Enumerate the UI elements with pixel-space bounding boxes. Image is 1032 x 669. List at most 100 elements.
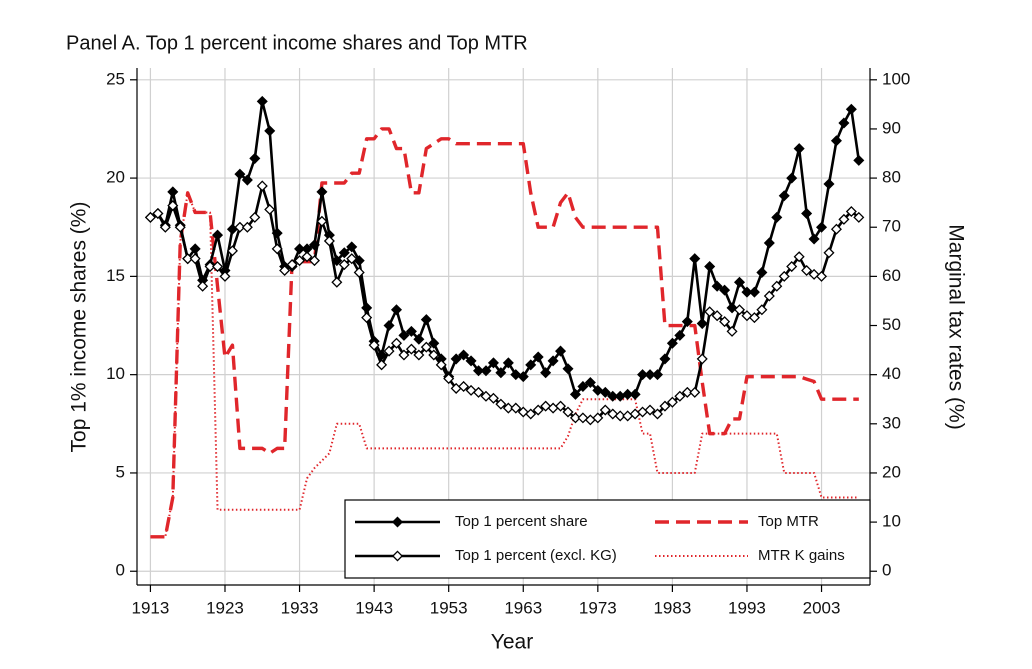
data-point <box>763 237 775 249</box>
data-point <box>428 337 440 349</box>
data-point <box>294 243 306 255</box>
data-point <box>390 337 403 349</box>
series-line <box>149 100 861 398</box>
data-point <box>756 266 768 278</box>
legend-box <box>344 499 871 579</box>
data-point <box>607 390 619 402</box>
data-point <box>816 221 828 233</box>
y2-tick-label: 80 <box>882 168 901 187</box>
data-point <box>696 353 708 365</box>
data-point <box>279 264 291 276</box>
data-point <box>711 310 723 322</box>
data-point <box>704 261 716 273</box>
data-point <box>853 211 865 223</box>
data-point <box>651 369 664 381</box>
data-point <box>368 339 380 351</box>
y2-tick-label: 20 <box>882 462 901 481</box>
data-point <box>204 261 216 273</box>
x-tick-label: 1923 <box>206 598 244 617</box>
data-point <box>182 253 194 265</box>
data-point <box>733 304 746 316</box>
data-point <box>495 367 507 379</box>
data-point <box>144 211 156 223</box>
data-point <box>510 402 522 414</box>
data-point <box>830 135 842 147</box>
data-point <box>771 211 783 223</box>
data-point <box>390 304 403 316</box>
y2-tick-label: 100 <box>882 69 910 88</box>
y-tick-label: 15 <box>106 266 125 285</box>
data-point <box>443 373 455 385</box>
data-point <box>465 355 477 367</box>
data-point <box>286 259 298 271</box>
data-point <box>465 384 477 396</box>
data-point <box>487 392 499 404</box>
x-tick-label: 1953 <box>430 598 468 617</box>
data-point <box>786 172 798 184</box>
data-point <box>793 143 805 155</box>
data-point <box>569 388 581 400</box>
data-point <box>234 168 246 180</box>
legend-marker <box>391 550 404 562</box>
data-point <box>525 359 537 371</box>
data-point <box>808 233 820 245</box>
data-point <box>383 319 395 332</box>
data-point <box>159 221 171 233</box>
legend-label: Top MTR <box>758 513 819 530</box>
data-point <box>331 276 343 288</box>
data-point <box>823 178 835 190</box>
data-point <box>689 386 701 398</box>
data-point <box>264 125 276 137</box>
x-tick-label: 1933 <box>281 598 319 617</box>
y2-tick-label: 40 <box>882 364 901 383</box>
data-point <box>197 280 209 292</box>
data-point <box>271 243 283 255</box>
data-point <box>405 343 417 355</box>
data-point <box>353 266 365 278</box>
y2-tick-label: 70 <box>882 217 901 236</box>
data-point <box>316 215 328 227</box>
x-tick-label: 1973 <box>579 598 617 617</box>
series-line <box>150 191 859 538</box>
data-point <box>726 325 738 337</box>
legend-label: Top 1 percent (excl. KG) <box>455 547 617 564</box>
y-tick-label: 25 <box>106 69 125 88</box>
y2-tick-label: 50 <box>882 315 901 334</box>
data-point <box>167 186 179 198</box>
data-point <box>592 384 604 396</box>
y2-tick-label: 10 <box>882 512 901 531</box>
data-point <box>719 284 731 296</box>
data-point <box>547 355 559 367</box>
data-point <box>726 302 738 314</box>
chart-title: Panel A. Top 1 percent income shares and… <box>66 32 528 54</box>
y2-tick-label: 60 <box>882 266 901 285</box>
data-point <box>681 386 693 398</box>
data-point <box>622 388 634 400</box>
data-point <box>771 280 783 292</box>
data-point <box>562 363 574 375</box>
data-point <box>629 388 641 400</box>
data-point <box>592 412 604 424</box>
data-point <box>428 349 440 361</box>
data-point <box>361 312 373 324</box>
data-point <box>294 255 306 267</box>
data-point <box>778 270 790 282</box>
y2-tick-label: 90 <box>882 118 901 137</box>
data-point <box>584 377 596 389</box>
data-point <box>256 95 268 107</box>
data-point <box>473 386 485 398</box>
data-point <box>301 251 313 263</box>
y-tick-label: 5 <box>116 462 125 481</box>
data-point <box>562 406 574 418</box>
legend-marker <box>391 516 404 528</box>
data-point <box>398 329 410 341</box>
y2-axis-label: Marginal tax rates (%) <box>944 224 967 429</box>
data-point <box>525 408 537 420</box>
data-point <box>249 152 261 164</box>
data-point <box>644 404 656 416</box>
x-tick-label: 1983 <box>653 598 691 617</box>
data-point <box>458 380 470 392</box>
data-point <box>696 318 708 330</box>
data-point <box>480 390 492 402</box>
